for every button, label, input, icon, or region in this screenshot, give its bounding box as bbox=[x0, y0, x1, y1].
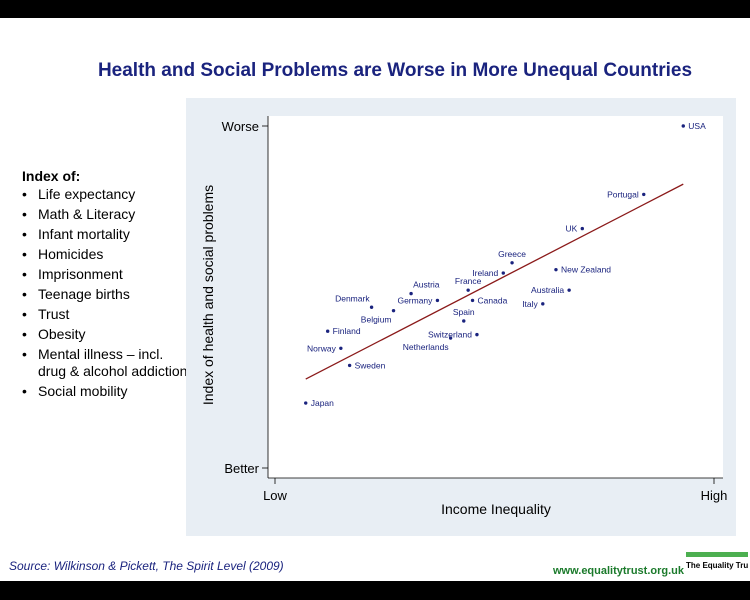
data-point bbox=[391, 308, 396, 313]
source-citation: Source: Wilkinson & Pickett, The Spirit … bbox=[9, 559, 284, 573]
data-point-label: Norway bbox=[307, 343, 337, 353]
data-point-label: USA bbox=[688, 121, 706, 131]
index-item: Trust bbox=[22, 306, 192, 323]
data-point-label: Spain bbox=[453, 307, 475, 317]
y-axis-label: Index of health and social problems bbox=[200, 185, 216, 405]
data-point bbox=[642, 192, 646, 197]
data-point bbox=[580, 226, 584, 231]
data-point-label: Australia bbox=[531, 285, 564, 295]
index-item: Imprisonment bbox=[22, 266, 192, 283]
regression-line bbox=[305, 183, 684, 380]
index-heading: Index of: bbox=[22, 168, 81, 184]
data-point bbox=[347, 363, 352, 368]
data-point-label: Belgium bbox=[361, 315, 392, 325]
website-link[interactable]: www.equalitytrust.org.uk bbox=[553, 565, 684, 577]
data-points: USA Portugal UK Greece New Zealand Ireland Aus… bbox=[304, 121, 706, 408]
index-item: Social mobility bbox=[22, 383, 192, 400]
index-item: Obesity bbox=[22, 326, 192, 343]
axis-ticks: Low High Better Worse bbox=[222, 119, 728, 503]
data-point-label: New Zealand bbox=[561, 265, 611, 275]
index-item: Homicides bbox=[22, 246, 192, 263]
data-point bbox=[304, 401, 308, 405]
data-point bbox=[339, 346, 343, 350]
y-tick-label: Worse bbox=[222, 119, 259, 134]
scatter-chart: Low High Better Worse Index of health and s… bbox=[186, 98, 736, 536]
data-point bbox=[510, 261, 514, 265]
data-point bbox=[369, 305, 374, 309]
data-point bbox=[435, 298, 440, 303]
equality-trust-logo: The Equality Trust bbox=[686, 552, 748, 578]
bottom-black-bar bbox=[0, 581, 750, 600]
x-tick-label: Low bbox=[263, 488, 287, 503]
top-black-bar bbox=[0, 0, 750, 18]
data-point-label: Netherlands bbox=[403, 342, 449, 352]
data-point bbox=[554, 267, 558, 272]
data-point bbox=[567, 288, 571, 292]
data-point bbox=[325, 329, 330, 333]
data-point bbox=[681, 124, 685, 128]
data-point-label: Portugal bbox=[607, 189, 639, 199]
data-point-label: Japan bbox=[311, 398, 334, 408]
data-point-label: Canada bbox=[478, 295, 508, 305]
chart-svg: Low High Better Worse Index of health and s… bbox=[186, 98, 736, 536]
index-list: Life expectancy Math & Literacy Infant m… bbox=[22, 186, 192, 400]
index-item: Teenage births bbox=[22, 286, 192, 303]
data-point bbox=[541, 302, 545, 306]
data-point-label: France bbox=[455, 276, 482, 286]
data-point bbox=[470, 298, 475, 303]
index-item: Math & Literacy bbox=[22, 206, 192, 223]
data-point-label: Germany bbox=[397, 295, 433, 305]
data-point bbox=[466, 288, 470, 292]
y-tick-label: Better bbox=[224, 461, 259, 476]
index-item: Infant mortality bbox=[22, 226, 192, 243]
index-item: Life expectancy bbox=[22, 186, 192, 203]
page-title: Health and Social Problems are Worse in … bbox=[97, 60, 693, 81]
data-point bbox=[409, 291, 413, 296]
data-point bbox=[462, 319, 466, 323]
data-point-label: Denmark bbox=[335, 293, 370, 303]
data-point bbox=[475, 332, 479, 337]
data-point-label: Switzerland bbox=[428, 330, 472, 340]
data-point-label: Italy bbox=[522, 299, 538, 309]
data-point-label: Finland bbox=[333, 326, 361, 336]
data-point-label: Sweden bbox=[355, 360, 386, 370]
data-point-label: Greece bbox=[498, 249, 526, 259]
index-item: Mental illness – incl. drug & alcohol ad… bbox=[22, 346, 192, 380]
data-point bbox=[448, 336, 453, 340]
data-point bbox=[501, 271, 505, 275]
index-list-panel: Index of: Life expectancy Math & Literac… bbox=[22, 168, 192, 403]
x-axis-label: Income Inequality bbox=[441, 501, 551, 517]
x-tick-label: High bbox=[701, 488, 728, 503]
plot-area bbox=[268, 116, 723, 478]
data-point-label: UK bbox=[565, 224, 577, 234]
data-point-label: Ireland bbox=[472, 268, 498, 278]
data-point-label: Austria bbox=[413, 280, 440, 290]
